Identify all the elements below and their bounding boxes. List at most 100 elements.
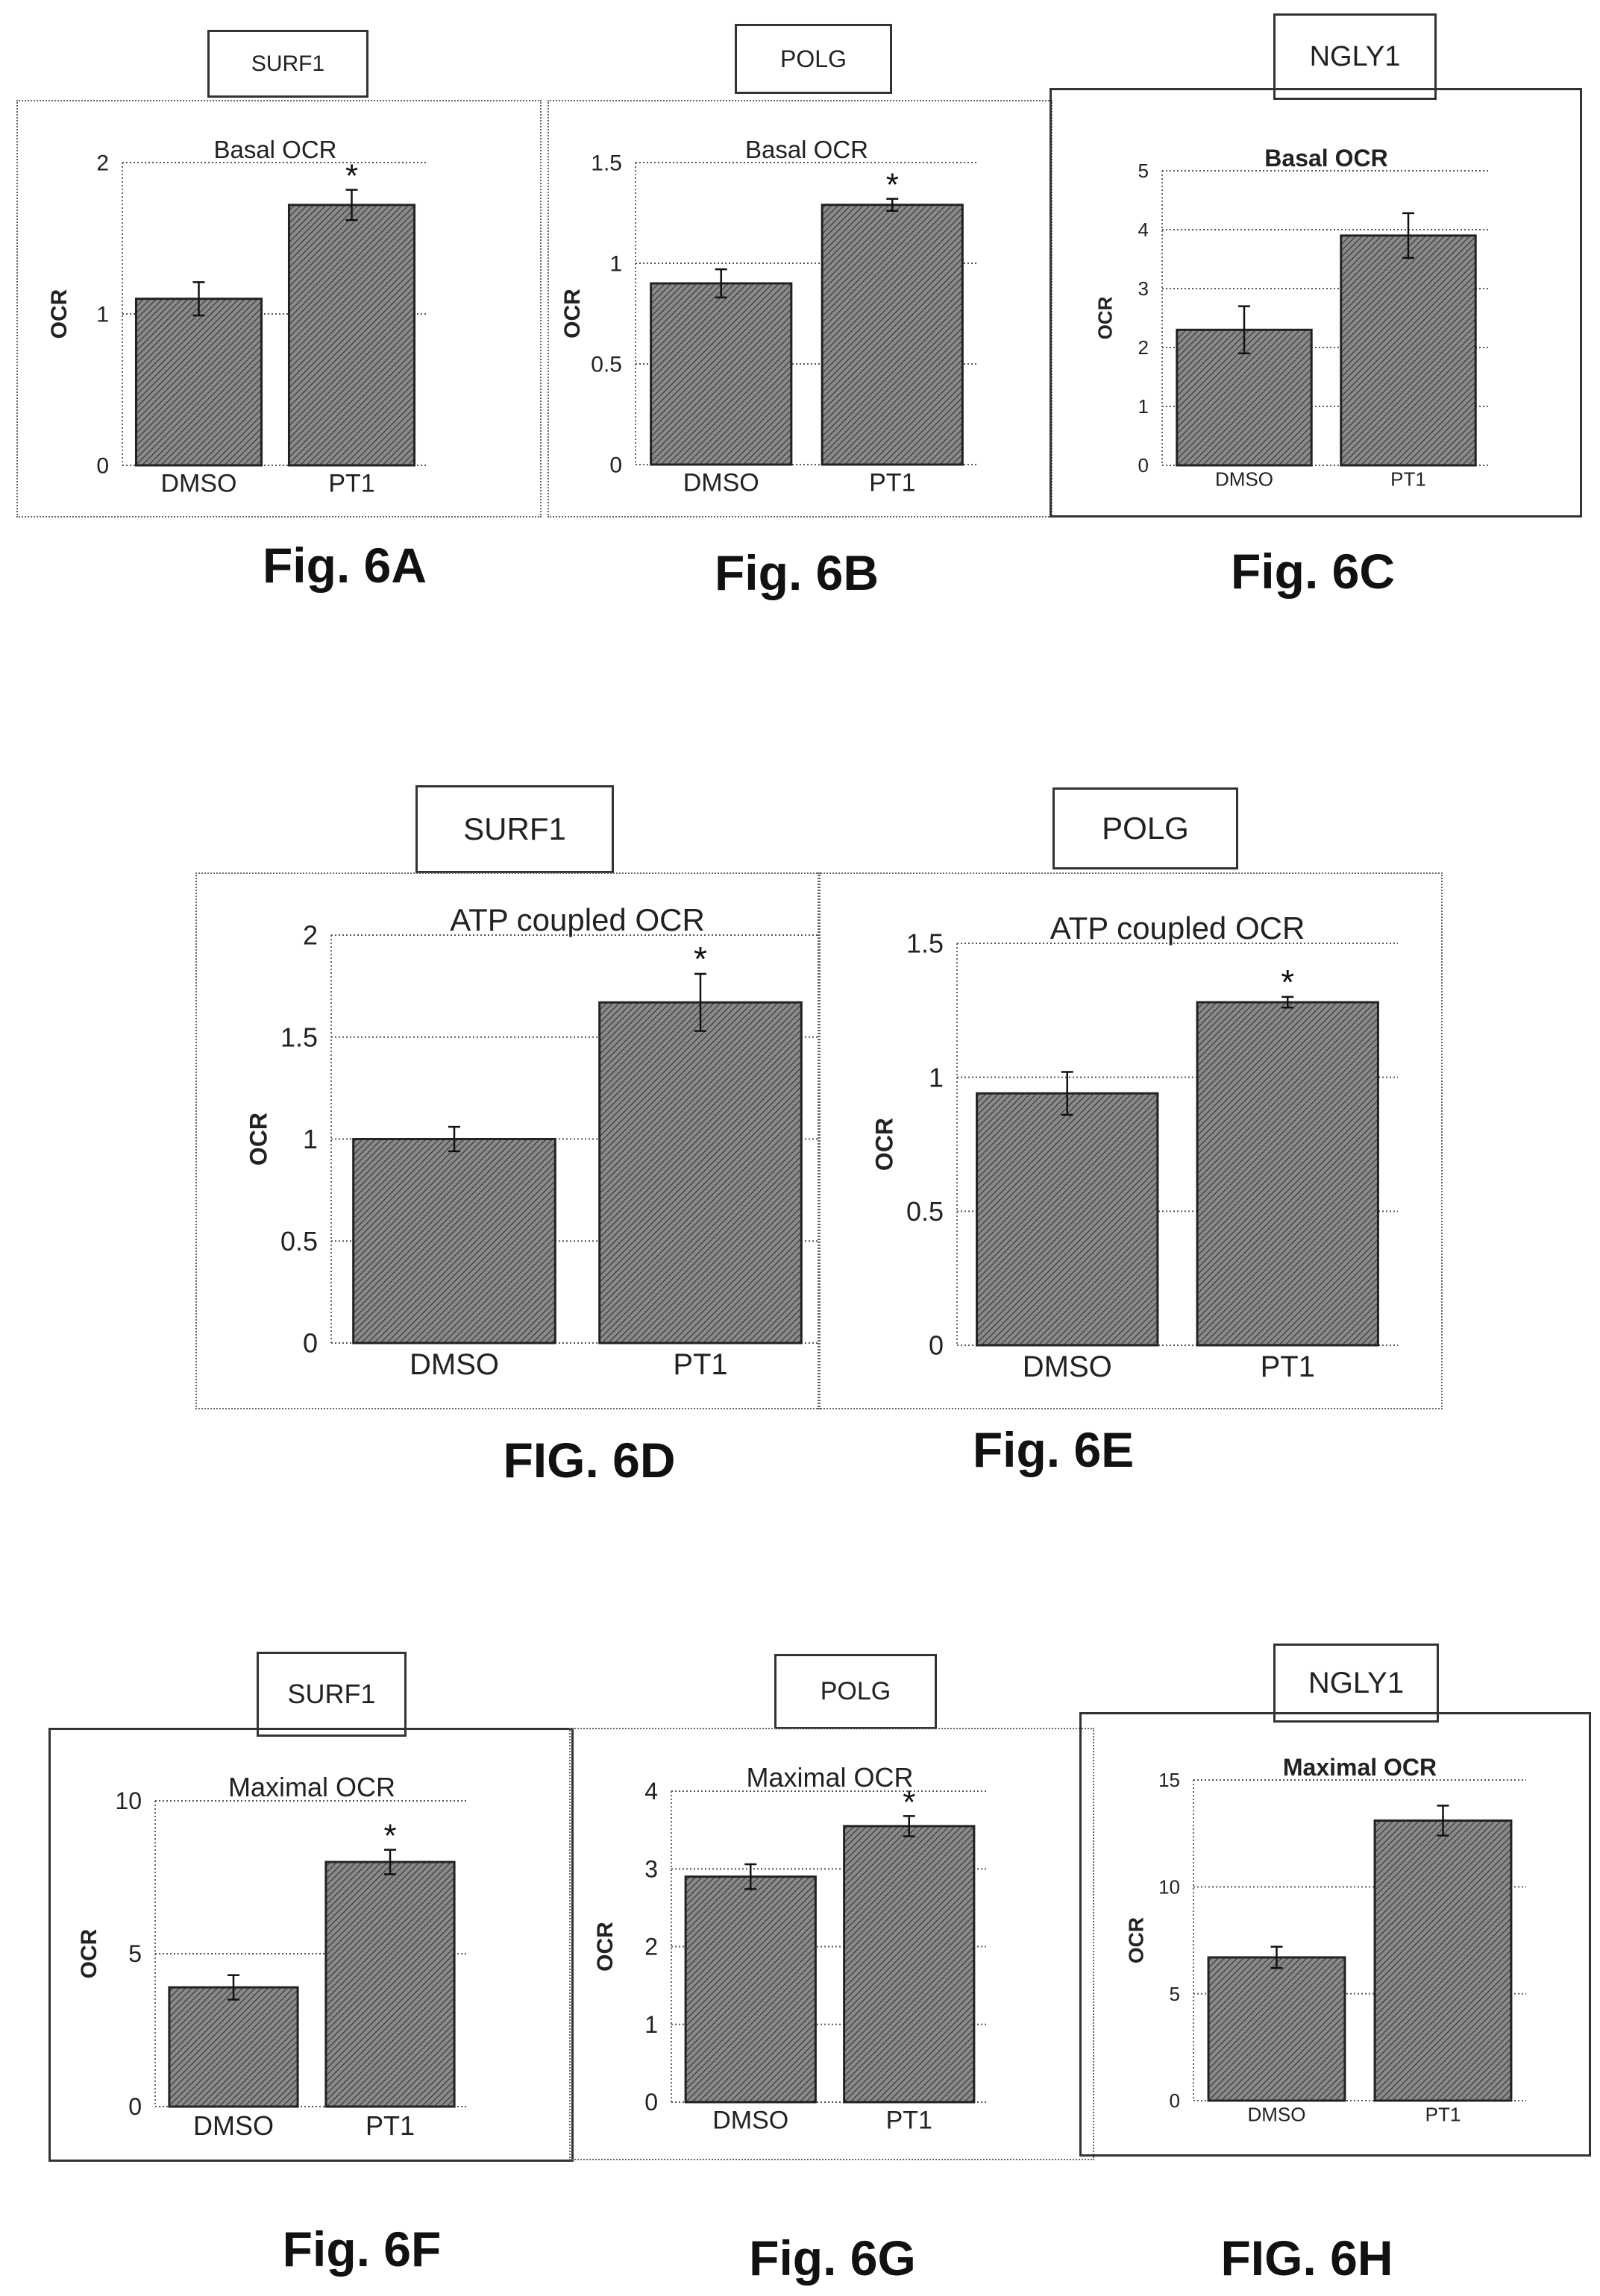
bar-dmso	[352, 1138, 556, 1344]
chart-panel-6h: 0 5 10 15 Maximal OCR OCR DMSO PT1	[1079, 1712, 1591, 2157]
y-tick-label: 0.5	[906, 1196, 944, 1227]
chart-svg-6d: 0 0.5 1 1.5 2 ATP coupled OCR OCR DMSO * PT1	[245, 902, 823, 1381]
y-tick-label: 0.5	[591, 353, 622, 377]
figure-caption-6f: Fig. 6F	[282, 2221, 442, 2277]
error-bar	[1270, 1946, 1283, 1969]
gene-label-6e: POLG	[1052, 787, 1238, 869]
error-bar	[228, 1974, 239, 2001]
bar-dmso	[650, 282, 793, 466]
y-tick-label: 1.5	[591, 151, 622, 176]
y-tick-label: 1	[96, 303, 109, 327]
chart-title: Basal OCR	[745, 136, 868, 163]
x-tick-label: DMSO	[1248, 2103, 1306, 2125]
error-bar	[345, 189, 358, 221]
x-tick-label: DMSO	[712, 2107, 788, 2135]
chart-panel-6e: 0 0.5 1 1.5 ATP coupled OCR OCR DMSO * PT1	[818, 872, 1443, 1409]
gene-label-6b: POLG	[735, 24, 892, 94]
error-bar	[1061, 1071, 1073, 1116]
x-tick-label: PT1	[1425, 2103, 1461, 2125]
gene-label-6f: SURF1	[257, 1652, 407, 1737]
y-tick-label: 4	[644, 1778, 658, 1805]
x-tick-label: PT1	[328, 470, 374, 498]
bar-dmso	[168, 1986, 299, 2108]
y-tick-label: 0	[96, 454, 109, 479]
y-tick-label: 10	[1158, 1875, 1180, 1898]
gene-label-6g: POLG	[774, 1654, 937, 1729]
y-tick-label: 5	[1170, 1983, 1180, 2005]
chart-title: Maximal OCR	[228, 1772, 395, 1802]
chart-title: Maximal OCR	[746, 1762, 913, 1793]
bar-pt1	[1196, 1001, 1379, 1347]
figure-caption-6e: Fig. 6E	[972, 1422, 1135, 1477]
chart-title: Basal OCR	[213, 136, 336, 163]
figure-caption-6a: Fig. 6A	[262, 538, 427, 593]
y-tick-label: 10	[115, 1787, 142, 1814]
y-tick-label: 1.5	[280, 1022, 318, 1052]
y-tick-label: 1	[644, 2011, 658, 2038]
y-tick-label: 2	[96, 151, 109, 176]
y-tick-label: 1.5	[906, 928, 944, 959]
figure-caption-6h: FIG. 6H	[1220, 2230, 1393, 2286]
y-tick-label: 2	[1138, 336, 1149, 359]
x-tick-label: DMSO	[410, 1348, 499, 1381]
chart-panel-6d: 0 0.5 1 1.5 2 ATP coupled OCR OCR DMSO * PT1	[195, 872, 823, 1409]
chart-title: Basal OCR	[1264, 145, 1387, 172]
error-bar	[744, 1863, 757, 1890]
significance-marker: *	[886, 167, 899, 204]
error-bar	[1402, 212, 1414, 260]
bar-dmso	[1207, 1956, 1346, 2102]
y-axis-label: OCR	[1125, 1917, 1148, 1963]
significance-marker: *	[903, 1784, 915, 1820]
gene-label-6h: NGLY1	[1273, 1644, 1439, 1723]
x-tick-label: DMSO	[161, 470, 237, 498]
bar-dmso	[976, 1092, 1159, 1347]
y-tick-label: 1	[609, 252, 622, 277]
bar-dmso	[134, 298, 263, 467]
y-axis-label: OCR	[1094, 296, 1117, 339]
y-tick-label: 5	[1138, 160, 1149, 182]
y-tick-label: 0	[1170, 2089, 1180, 2112]
significance-marker: *	[383, 1818, 396, 1855]
y-tick-label: 1	[929, 1062, 944, 1092]
y-axis-label: OCR	[47, 289, 72, 339]
y-tick-label: 3	[1138, 277, 1149, 300]
x-tick-label: PT1	[1390, 468, 1426, 490]
y-tick-label: 2	[303, 920, 318, 951]
y-tick-label: 1	[303, 1124, 318, 1154]
gene-label-6d: SURF1	[415, 785, 614, 873]
error-bar	[1437, 1805, 1449, 1837]
x-tick-label: PT1	[673, 1348, 727, 1381]
x-tick-label: DMSO	[1215, 468, 1273, 490]
error-bar	[1281, 996, 1294, 1009]
gene-label-6c: NGLY1	[1273, 13, 1437, 100]
error-bar	[384, 1849, 396, 1875]
y-tick-label: 3	[644, 1855, 658, 1882]
significance-marker: *	[694, 940, 707, 978]
chart-panel-6c: 0 1 2 3 4 5 Basal OCR OCR DMSO PT1	[1050, 88, 1582, 518]
error-bar	[903, 1815, 915, 1837]
y-tick-label: 0	[609, 453, 622, 478]
bar-pt1	[1340, 234, 1477, 467]
figure-caption-6g: Fig. 6G	[749, 2230, 916, 2286]
bar-pt1	[843, 1825, 976, 2104]
chart-svg-6c: 0 1 2 3 4 5 Basal OCR OCR DMSO PT1	[1094, 145, 1490, 490]
x-tick-label: DMSO	[683, 469, 759, 497]
figure-caption-6c: Fig. 6C	[1230, 544, 1396, 599]
y-axis-label: OCR	[593, 1922, 618, 1972]
chart-svg-6g: 0 1 2 3 4 Maximal OCR OCR DMSO * PT1	[593, 1762, 988, 2135]
chart-title: Maximal OCR	[1283, 1754, 1437, 1781]
gene-label-6a: SURF1	[207, 30, 368, 98]
chart-svg-6e: 0 0.5 1 1.5 ATP coupled OCR OCR DMSO * PT1	[871, 910, 1398, 1383]
error-bar	[715, 268, 727, 299]
error-bar	[694, 972, 706, 1032]
y-axis-label: OCR	[560, 289, 585, 339]
y-tick-label: 0	[128, 2093, 142, 2120]
x-tick-label: PT1	[366, 2110, 415, 2141]
figure-caption-6d: FIG. 6D	[503, 1432, 676, 1488]
chart-title: ATP coupled OCR	[1050, 910, 1305, 946]
bar-pt1	[1373, 1819, 1513, 2102]
bar-pt1	[324, 1861, 456, 2108]
y-axis-label: OCR	[245, 1113, 272, 1166]
y-tick-label: 5	[128, 1940, 142, 1967]
y-tick-label: 4	[1138, 218, 1149, 241]
